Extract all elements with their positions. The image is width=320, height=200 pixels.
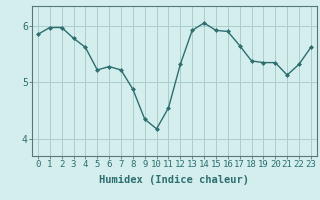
X-axis label: Humidex (Indice chaleur): Humidex (Indice chaleur) — [100, 175, 249, 185]
